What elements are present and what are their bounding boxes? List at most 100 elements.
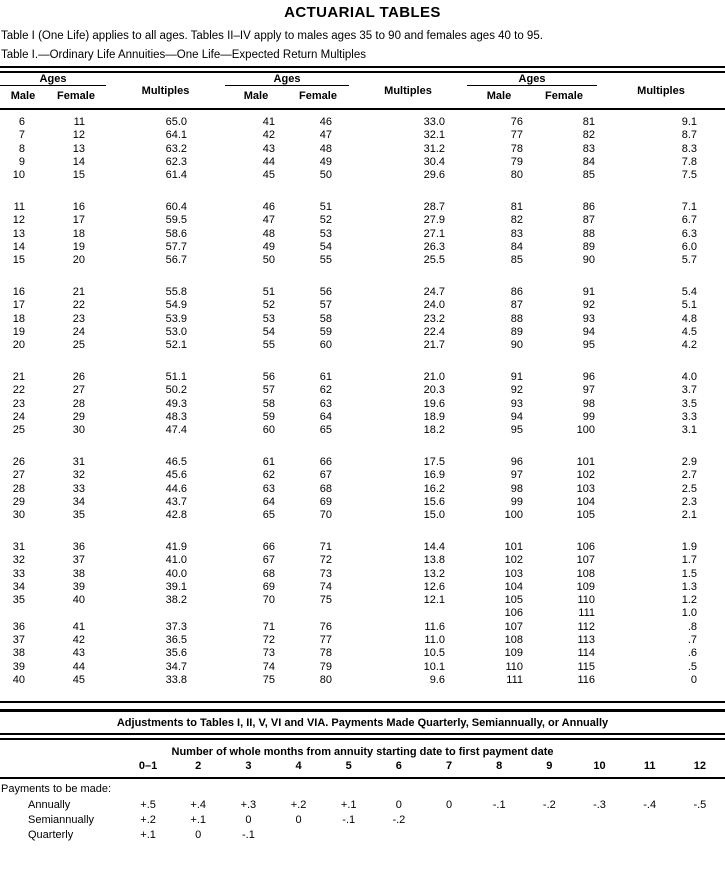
age-male-cell: 28 [12,482,25,495]
multiple-cell: 4.8 [681,312,697,325]
table-row: 15 20 56.7 50 55 25.5 85 90 5.7 [0,254,725,267]
age-female-cell: 42 [72,634,85,646]
multiple-cell: 1.9 [681,540,697,553]
age-female-cell: 39 [72,580,85,593]
adjustment-value-cell: -.3 [593,799,606,812]
multiple-cell [106,182,225,201]
age-female-cell: 24 [72,325,85,338]
age-female-cell: 107 [576,554,595,567]
age-female-cell [531,182,597,201]
age-male-cell: 66 [262,540,275,553]
age-male-cell: 62 [262,469,275,482]
multiple-cell: 2.3 [681,495,697,508]
age-male-cell: 95 [510,424,523,437]
table-row: 21 26 51.1 56 61 21.0 91 96 4.0 [0,371,725,384]
table-row: 8 13 63.2 43 48 31.2 78 83 8.3 [0,143,725,156]
age-male-cell [225,607,287,620]
age-male-cell: 45 [262,169,275,182]
age-female-cell: 53 [319,227,332,240]
multiple-cell [106,607,225,620]
age-male-cell [225,182,287,201]
age-female-cell: 102 [576,469,595,482]
age-male-cell: 43 [262,142,275,155]
payment-frequency-label: Annually [28,799,71,812]
adjustment-value-cell [374,828,424,843]
age-female-cell: 83 [582,142,595,155]
age-male-cell: 77 [510,129,523,142]
multiple-cell: .7 [687,634,697,646]
multiple-cell: 38.2 [165,594,187,607]
age-male-cell: 25 [12,424,25,437]
age-male-cell: 110 [505,660,523,673]
multiple-cell: 1.0 [681,607,697,620]
multiple-cell: 18.9 [423,410,445,423]
age-female-cell: 82 [582,129,595,142]
table-row: 23 28 49.3 58 63 19.6 93 98 3.5 [0,398,725,411]
age-female-cell: 51 [319,200,332,213]
multiple-cell: 22.4 [423,325,445,338]
table-row: 24 29 48.3 59 64 18.9 94 99 3.3 [0,411,725,424]
age-male-cell: 83 [510,227,523,240]
adjustment-value-cell: +.2 [290,799,307,812]
multiple-cell: 4.2 [681,339,697,352]
multiple-cell: 12.1 [423,594,445,607]
multiple-cell: 29.6 [423,169,445,182]
payment-row: Quarterly +.1 0 -.1 [0,828,725,843]
age-female-cell: 67 [319,469,332,482]
age-female-cell: 96 [582,370,595,383]
multiple-cell: 6.7 [681,214,697,227]
age-female-cell [287,437,349,456]
age-male-cell: 19 [12,325,25,338]
age-male-cell: 14 [12,240,25,253]
adjustment-value-cell: +.3 [240,799,257,812]
multiple-cell [597,437,725,456]
ages-header: Ages [467,73,597,86]
table-gap-row [0,352,725,371]
age-female-cell: 36 [72,540,85,553]
age-male-cell: 63 [262,482,275,495]
months-header: Number of whole months from annuity star… [171,746,554,759]
age-female-cell: 103 [576,482,595,495]
multiple-cell: 33.8 [165,673,187,686]
multiple-cell: 50.2 [165,384,187,397]
age-female-cell: 116 [577,673,595,686]
age-female-cell: 114 [577,647,595,660]
age-male-cell: 85 [510,254,523,267]
month-columns-row: 0–1 2 3 4 5 6 7 8 9 10 11 12 [0,760,725,780]
age-female-cell [531,522,597,541]
age-male-cell: 99 [510,495,523,508]
table-row: 9 14 62.3 44 49 30.4 79 84 7.8 [0,156,725,169]
age-female-cell: 54 [319,240,332,253]
table-row: 39 44 34.7 74 79 10.1 110 115 .5 [0,661,725,674]
age-male-cell: 103 [504,567,523,580]
multiple-cell: 5.1 [681,299,697,312]
table-row: 20 25 52.1 55 60 21.7 90 95 4.2 [0,339,725,352]
payments-to-be-made-label: Payments to be made: [1,783,112,796]
adjustment-value-cell: -.2 [542,799,556,812]
table-row: 28 33 44.6 63 68 16.2 98 103 2.5 [0,483,725,496]
multiple-cell: 23.2 [423,312,445,325]
intro-text: Table I (One Life) applies to all ages. … [1,30,543,42]
age-male-cell [0,607,46,620]
age-male-cell [0,267,46,286]
age-female-cell: 90 [582,254,595,267]
age-male-cell: 54 [262,325,275,338]
age-female-cell: 77 [319,634,332,646]
age-male-cell: 105 [504,594,523,607]
multiple-cell: 37.3 [165,620,187,633]
multiple-cell: 57.7 [165,240,187,253]
multiples-header: Multiples [597,73,725,110]
age-male-cell: 59 [262,410,275,423]
age-male-cell: 50 [262,254,275,267]
age-male-cell: 33 [12,567,25,580]
age-male-cell: 60 [262,424,275,437]
multiple-cell: 32.1 [423,129,445,142]
age-male-cell: 72 [262,634,275,646]
age-female-cell: 16 [72,200,85,213]
age-female-cell: 99 [582,410,595,423]
age-female-cell: 18 [72,227,85,240]
multiple-cell: 6.3 [681,227,697,240]
section-label-row: Payments to be made: [0,778,725,798]
table-row: 33 38 40.0 68 73 13.2 103 108 1.5 [0,568,725,581]
